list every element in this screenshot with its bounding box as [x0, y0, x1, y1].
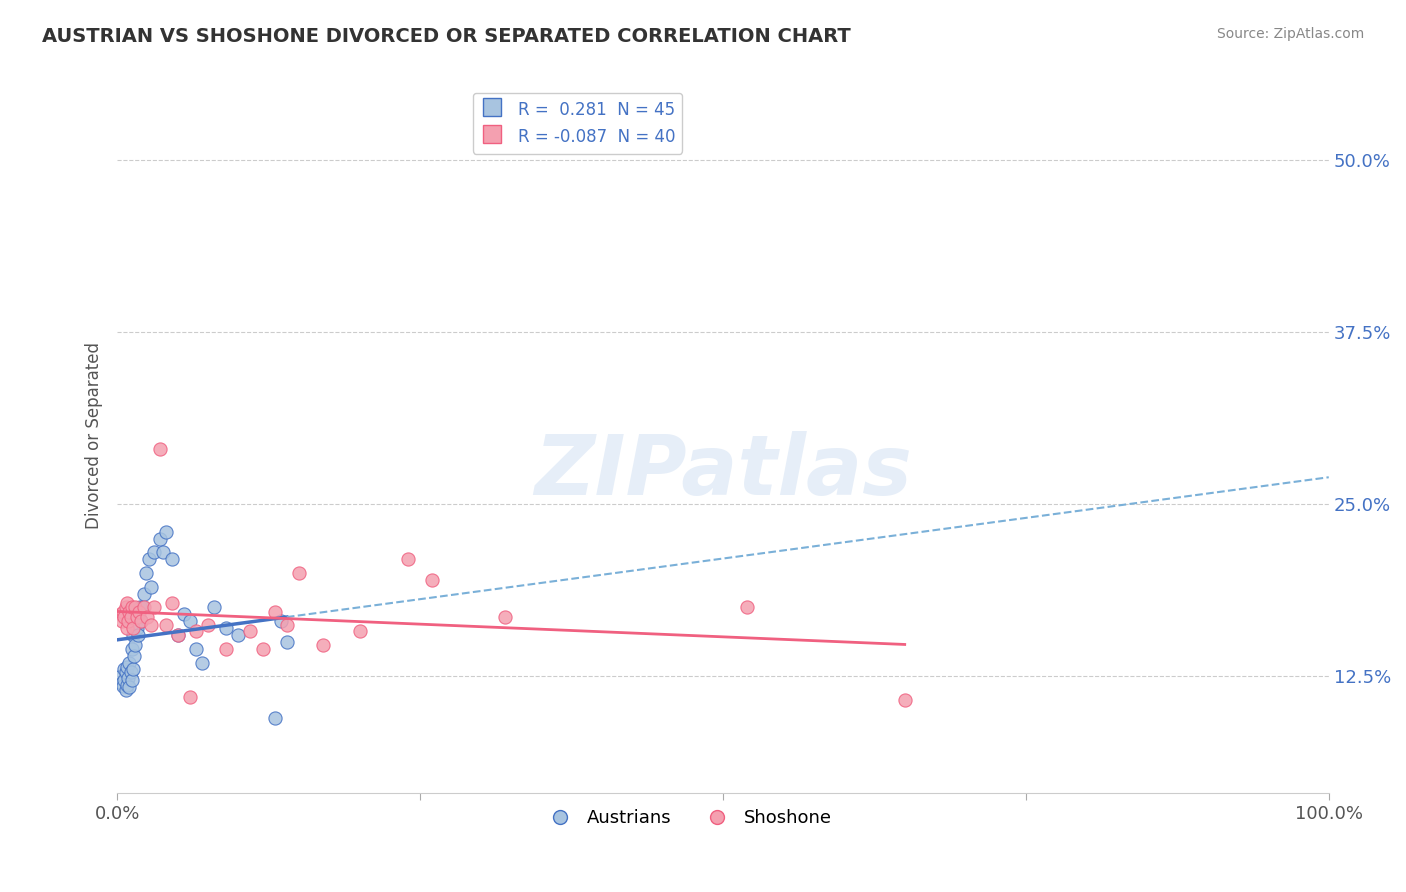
Point	[115, 677, 138, 691]
Point	[191, 656, 214, 670]
Point	[155, 618, 177, 632]
Point	[136, 610, 159, 624]
Point	[893, 692, 915, 706]
Point	[263, 711, 285, 725]
Point	[135, 566, 157, 580]
Point	[349, 624, 371, 638]
Legend: Austrians, Shoshone: Austrians, Shoshone	[534, 802, 839, 834]
Point	[132, 587, 155, 601]
Point	[114, 610, 136, 624]
Point	[122, 648, 145, 663]
Point	[115, 596, 138, 610]
Point	[276, 618, 298, 632]
Point	[202, 600, 225, 615]
Point	[160, 552, 183, 566]
Point	[270, 614, 292, 628]
Point	[420, 573, 443, 587]
Point	[288, 566, 311, 580]
Point	[131, 614, 153, 628]
Point	[112, 605, 135, 619]
Point	[114, 662, 136, 676]
Point	[114, 665, 136, 680]
Point	[127, 628, 149, 642]
Point	[184, 641, 207, 656]
Point	[124, 600, 146, 615]
Point	[111, 614, 134, 628]
Point	[114, 683, 136, 698]
Point	[215, 621, 238, 635]
Point	[396, 552, 419, 566]
Point	[115, 659, 138, 673]
Point	[166, 628, 188, 642]
Point	[129, 600, 152, 615]
Point	[125, 621, 148, 635]
Point	[228, 628, 250, 642]
Point	[252, 641, 274, 656]
Point	[125, 610, 148, 624]
Point	[118, 656, 141, 670]
Point	[197, 618, 219, 632]
Point	[122, 628, 145, 642]
Point	[142, 545, 165, 559]
Point	[166, 628, 188, 642]
Point	[149, 442, 172, 457]
Point	[263, 605, 285, 619]
Point	[179, 614, 201, 628]
Point	[120, 610, 142, 624]
Point	[215, 641, 238, 656]
Point	[110, 607, 132, 622]
Point	[121, 600, 143, 615]
Point	[122, 621, 145, 635]
Point	[115, 621, 138, 635]
Point	[173, 607, 195, 622]
Point	[128, 610, 150, 624]
Point	[118, 605, 141, 619]
Text: Source: ZipAtlas.com: Source: ZipAtlas.com	[1216, 27, 1364, 41]
Point	[131, 614, 153, 628]
Point	[122, 662, 145, 676]
Point	[111, 676, 134, 690]
Point	[239, 624, 262, 638]
Point	[114, 673, 136, 688]
Point	[120, 665, 142, 680]
Point	[155, 524, 177, 539]
Point	[179, 690, 201, 704]
Point	[131, 600, 153, 615]
Point	[121, 641, 143, 656]
Point	[735, 600, 758, 615]
Point	[128, 605, 150, 619]
Point	[114, 600, 136, 615]
Point	[139, 580, 162, 594]
Point	[139, 618, 162, 632]
Point	[184, 624, 207, 638]
Point	[112, 679, 135, 693]
Point	[138, 552, 160, 566]
Point	[132, 600, 155, 615]
Point	[121, 673, 143, 688]
Point	[276, 635, 298, 649]
Text: ZIPatlas: ZIPatlas	[534, 431, 912, 512]
Point	[312, 638, 335, 652]
Point	[142, 600, 165, 615]
Point	[149, 532, 172, 546]
Point	[124, 638, 146, 652]
Point	[160, 596, 183, 610]
Point	[494, 610, 516, 624]
Point	[117, 671, 139, 685]
Point	[110, 669, 132, 683]
Point	[118, 681, 141, 695]
Point	[117, 614, 139, 628]
Point	[152, 545, 174, 559]
Text: AUSTRIAN VS SHOSHONE DIVORCED OR SEPARATED CORRELATION CHART: AUSTRIAN VS SHOSHONE DIVORCED OR SEPARAT…	[42, 27, 851, 45]
Y-axis label: Divorced or Separated: Divorced or Separated	[86, 342, 103, 529]
